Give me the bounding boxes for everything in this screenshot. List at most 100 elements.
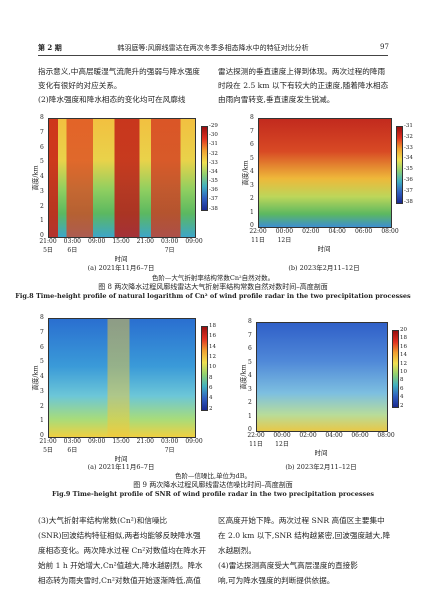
x-tick-time: 08:00 xyxy=(377,432,395,439)
colorbar-tick-label: 6 xyxy=(209,384,213,391)
body-text-line: 水越剧烈。 xyxy=(218,546,256,555)
y-tick-label: 8 xyxy=(248,318,252,325)
colorbar-tick-label: -36 xyxy=(404,177,413,183)
body-text-line: (4)雷达探测高度受大气高层湿度的直接影 xyxy=(218,561,358,570)
y-tick-label: 3 xyxy=(250,181,254,189)
body-text-line: 时段在 2.5 km 以下有较大的正速度,随着降水相态 xyxy=(218,81,389,90)
panel-caption: (a) 2021年11月6–7日 xyxy=(87,264,155,272)
y-tick-label: 1 xyxy=(248,412,252,420)
colorbar-tick-label: 4 xyxy=(209,395,213,402)
y-tick-label: 3 xyxy=(40,387,44,395)
colorbar-tick-label: -37 xyxy=(404,187,413,194)
colorbar-tick-label: -37 xyxy=(209,196,218,203)
body-text-line: 变化有很好的对应关系。 xyxy=(38,81,122,90)
x-tick-day: 11日 xyxy=(249,441,263,448)
x-tick-day: 6日 xyxy=(67,447,78,454)
y-tick-label: 4 xyxy=(250,168,254,175)
y-tick-label: 3 xyxy=(248,385,252,393)
x-tick-day: 12日 xyxy=(275,441,289,448)
colorbar-tick-label: -31 xyxy=(404,123,413,129)
colorbar-tick-label: 14 xyxy=(400,352,407,359)
y-tick-label: 2 xyxy=(40,202,44,210)
colorbar-tick-label: 16 xyxy=(400,343,407,350)
colorbar-tick-label: -35 xyxy=(404,166,413,173)
x-tick-time: 03:00 xyxy=(161,438,179,445)
body-text-line: (3)大气折射率结构常数(Cn²)和信噪比 xyxy=(38,516,168,525)
x-tick-time: 00:00 xyxy=(273,432,291,439)
colorbar-tick-label: 4 xyxy=(400,394,404,401)
body-text-line: 响,可为降水强度的判断提供依据。 xyxy=(218,576,335,585)
figure-title-en: Fig.9 Time-height profile of SNR of wind… xyxy=(52,490,374,498)
x-tick-time: 22:00 xyxy=(249,228,267,235)
y-tick-label: 7 xyxy=(40,328,44,336)
y-tick-label: 1 xyxy=(40,417,44,425)
colorbar xyxy=(396,126,403,204)
x-tick-time: 21:00 xyxy=(39,438,57,445)
colorbar-tick-label: 14 xyxy=(209,343,216,350)
colorbar-tick-label: -35 xyxy=(209,178,218,185)
x-tick-time: 03:00 xyxy=(63,238,81,245)
colorbar-tick-label: -38 xyxy=(404,198,413,205)
x-tick-time: 06:00 xyxy=(351,432,369,439)
y-tick-label: 6 xyxy=(248,345,252,352)
colorbar-tick-label: 8 xyxy=(400,377,404,384)
x-tick-day: 12日 xyxy=(277,237,292,244)
colorbar-tick-label: -33 xyxy=(404,144,413,151)
y-axis-label: 高度/km xyxy=(31,165,40,191)
x-tick-time: 02:00 xyxy=(299,432,317,439)
y-tick-label: 7 xyxy=(248,331,252,339)
heatmap xyxy=(48,318,196,438)
y-axis-label: 高度/km xyxy=(31,365,40,391)
x-tick-day: 5日 xyxy=(43,447,53,454)
colorbar-tick-label: 12 xyxy=(209,353,216,360)
body-text-line: 始前 1 h 开始增大,Cn²值越大,降水越剧烈。降水 xyxy=(38,561,203,570)
x-tick-time: 15:00 xyxy=(112,238,130,245)
body-text-line: 在 2.0 km 以下,SNR 结构越紧密,回波强度越大,降 xyxy=(218,531,391,540)
x-tick-time: 09:00 xyxy=(185,238,203,245)
x-tick-time: 06:00 xyxy=(354,228,373,235)
y-tick-label: 4 xyxy=(248,372,252,379)
x-axis-label: 时间 xyxy=(314,449,328,457)
y-tick-label: 2 xyxy=(40,402,44,410)
colorbar-tick-label: 2 xyxy=(400,402,404,409)
y-tick-label: 1 xyxy=(250,208,254,216)
colorbar-tick-label: -36 xyxy=(209,187,218,194)
y-tick-label: 5 xyxy=(250,154,254,162)
colorbar-tick-label: 10 xyxy=(209,364,216,371)
x-tick-time: 00:00 xyxy=(275,228,294,235)
colorbar-tick-label: 8 xyxy=(209,374,213,381)
x-tick-time: 09:00 xyxy=(88,438,106,445)
y-tick-label: 8 xyxy=(40,114,44,121)
colorbar-tick-label: -34 xyxy=(404,155,413,162)
x-tick-time: 21:00 xyxy=(136,438,154,445)
body-text-line: 相态转为雨夹雪时,Cn²对数值开始逐渐降低,高值 xyxy=(38,576,201,585)
colorbar-tick-label: 12 xyxy=(400,360,407,367)
x-tick-time: 09:00 xyxy=(88,238,106,245)
y-tick-label: 2 xyxy=(250,195,254,202)
y-axis-label: 高度/km xyxy=(239,364,248,390)
y-tick-label: 0 xyxy=(248,426,252,433)
colorbar-tick-label: -38 xyxy=(209,205,218,212)
colorbar-tick-label: -33 xyxy=(209,159,218,166)
y-axis-label: 高度/km xyxy=(241,160,250,186)
colorbar-tick-label: 16 xyxy=(209,333,216,340)
x-tick-time: 21:00 xyxy=(39,238,57,245)
running-title: 韩羽庭等:风廓线雷达在两次冬季多相态降水中的特征对比分析 xyxy=(117,44,309,52)
y-tick-label: 2 xyxy=(248,399,252,406)
y-tick-label: 4 xyxy=(40,373,44,380)
x-tick-day: 7日 xyxy=(164,447,175,454)
x-tick-time: 08:00 xyxy=(381,228,399,235)
x-tick-time: 04:00 xyxy=(328,228,346,235)
x-tick-time: 04:00 xyxy=(325,432,343,439)
colorbar xyxy=(201,326,208,411)
panel-caption: (a) 2021年11月6–7日 xyxy=(87,463,155,471)
x-axis-label: 时间 xyxy=(317,245,331,253)
body-text-line: 雷达探测的垂直速度上得到体现。两次过程的降雨 xyxy=(218,67,386,76)
colorbar xyxy=(201,126,208,211)
colorbar-tick-label: -32 xyxy=(404,133,413,140)
x-tick-day: 7日 xyxy=(164,247,175,254)
y-tick-label: 0 xyxy=(250,222,254,229)
y-tick-label: 8 xyxy=(40,314,44,321)
x-axis-label: 时间 xyxy=(114,455,128,463)
